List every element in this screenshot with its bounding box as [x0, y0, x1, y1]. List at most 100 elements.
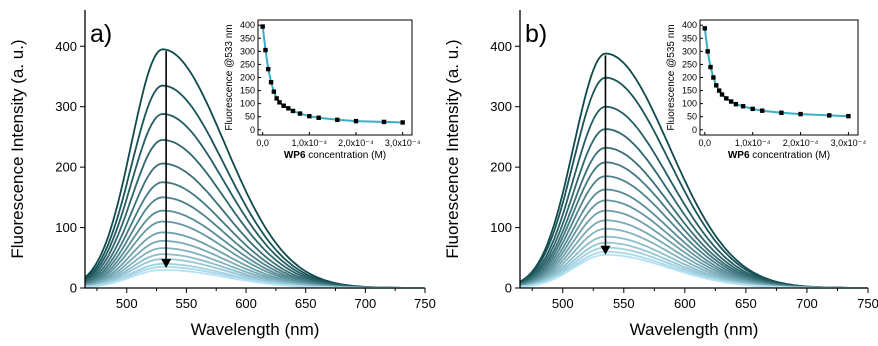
x-axis-title: Wavelength (nm)	[630, 320, 759, 339]
inset-data-point	[798, 111, 803, 117]
y-tick-label: 300	[490, 99, 512, 114]
inset-y-tick-label: 200	[682, 73, 697, 83]
inset-data-point	[708, 64, 713, 70]
inset-data-point	[335, 117, 340, 123]
y-tick-label: 0	[505, 281, 512, 296]
inset-y-tick-label: 250	[682, 59, 697, 69]
inset-data-point	[846, 113, 851, 119]
inset-y-tick-label: 350	[240, 33, 255, 43]
inset-chart: 0 50 100 150 200 250 300 350 400 0,0 1,0x10⁻⁴ 2,0x1…	[224, 19, 421, 161]
inset-data-point	[290, 108, 296, 114]
x-tick-label: 600	[674, 296, 696, 311]
inset-data-point	[750, 106, 755, 112]
inset-y-axis-title: Fluorescence @533 nm	[224, 24, 235, 130]
inset-y-tick-label: 200	[240, 73, 255, 83]
inset-frame	[699, 19, 859, 136]
inset-data-point	[271, 89, 277, 94]
inset-x-title-bold: WP6	[284, 150, 306, 161]
inset-y-tick-label: 300	[682, 46, 697, 56]
arrow-head	[161, 259, 172, 269]
x-tick-label: 650	[735, 296, 757, 311]
y-tick-label: 300	[55, 99, 77, 114]
inset-y-tick-label: 300	[240, 46, 255, 56]
inset-data-point	[286, 106, 291, 111]
inset-y-tick-label: 400	[682, 20, 697, 30]
inset-data-point	[266, 66, 271, 72]
inset-x-tick-label: 1,0x10⁻⁴	[292, 138, 328, 148]
inset-x-axis-title: WP6 concentration (M)	[728, 150, 830, 161]
inset-x-title-rest: concentration (M)	[306, 150, 387, 161]
inset-chart: 0 50 100 150 200 250 300 350 400 0,0 1,0x10⁻⁴ 2,0x1…	[666, 19, 867, 161]
inset-data-point	[719, 92, 725, 97]
inset-data-point	[297, 111, 303, 116]
x-tick-label: 700	[354, 296, 376, 311]
arrow-head	[600, 245, 611, 255]
inset-data-point	[760, 108, 765, 113]
inset-data-point	[733, 101, 739, 107]
inset-x-tick-label: 2,0x10⁻⁴	[338, 138, 374, 148]
inset-x-title-bold: WP6	[728, 150, 750, 161]
y-tick-label: 200	[490, 160, 512, 175]
x-tick-label: 550	[613, 296, 635, 311]
inset-y-tick-label: 150	[682, 86, 697, 96]
inset-x-tick-label: 3,0x10⁻⁴	[831, 138, 867, 148]
inset-data-point	[779, 110, 784, 115]
inset-data-point	[728, 99, 734, 104]
inset-y-tick-label: 0	[692, 125, 697, 135]
inset-data-point	[268, 80, 274, 85]
x-tick-label: 700	[796, 296, 818, 311]
inset-frame	[257, 19, 413, 136]
inset-x-tick-label: 2,0x10⁻⁴	[783, 138, 819, 148]
inset-data-point	[400, 120, 405, 125]
inset-data-point	[316, 115, 321, 120]
inset-x-title-rest: concentration (M)	[750, 150, 831, 161]
inset-y-tick-label: 250	[240, 59, 255, 69]
inset-data-point	[274, 96, 279, 101]
y-tick-label: 0	[70, 281, 77, 296]
inset-data-point	[827, 113, 832, 118]
inset-data-point	[260, 24, 265, 29]
y-axis-title: Fluorescence Intensity (a. u.)	[443, 39, 462, 258]
inset-y-tick-label: 400	[240, 20, 255, 30]
y-tick-label: 100	[55, 220, 77, 235]
y-axis-title: Fluorescence Intensity (a. u.)	[8, 39, 27, 258]
inset-y-tick-label: 50	[245, 112, 255, 122]
inset-data-point	[714, 83, 719, 88]
inset-x-tick-label: 1,0x10⁻⁴	[735, 138, 771, 148]
inset-data-point	[307, 113, 312, 119]
x-tick-label: 500	[552, 296, 574, 311]
x-tick-label: 550	[176, 296, 198, 311]
y-tick-label: 400	[490, 39, 512, 54]
inset-data-point	[716, 88, 722, 93]
y-tick-label: 100	[490, 220, 512, 235]
inset-data-point	[353, 118, 359, 124]
x-axis-title: Wavelength (nm)	[191, 320, 320, 339]
x-tick-label: 750	[414, 296, 436, 311]
y-tick-label: 400	[55, 39, 77, 54]
inset-data-point	[263, 47, 268, 53]
x-tick-label: 600	[235, 296, 257, 311]
panel-label: a)	[90, 20, 112, 48]
inset-y-tick-label: 0	[250, 125, 255, 135]
x-tick-label: 500	[116, 296, 138, 311]
inset-y-tick-label: 50	[687, 112, 697, 122]
inset-y-axis-title: Fluorescence @535 nm	[666, 24, 677, 130]
inset-y-tick-label: 150	[240, 86, 255, 96]
inset-x-tick-label: 0,0	[699, 138, 712, 148]
inset-data-point	[281, 103, 286, 108]
inset-data-point	[740, 104, 746, 109]
inset-data-point	[277, 100, 282, 105]
inset-y-tick-label: 100	[682, 99, 697, 109]
x-tick-label: 750	[857, 296, 878, 311]
y-tick-label: 200	[55, 160, 77, 175]
inset-data-point	[724, 96, 729, 101]
inset-y-tick-label: 350	[682, 33, 697, 43]
inset-x-tick-label: 3,0x10⁻⁴	[385, 138, 421, 148]
inset-y-tick-label: 100	[240, 99, 255, 109]
inset-x-tick-label: 0,0	[256, 138, 269, 148]
inset-x-axis-title: WP6 concentration (M)	[284, 150, 386, 161]
